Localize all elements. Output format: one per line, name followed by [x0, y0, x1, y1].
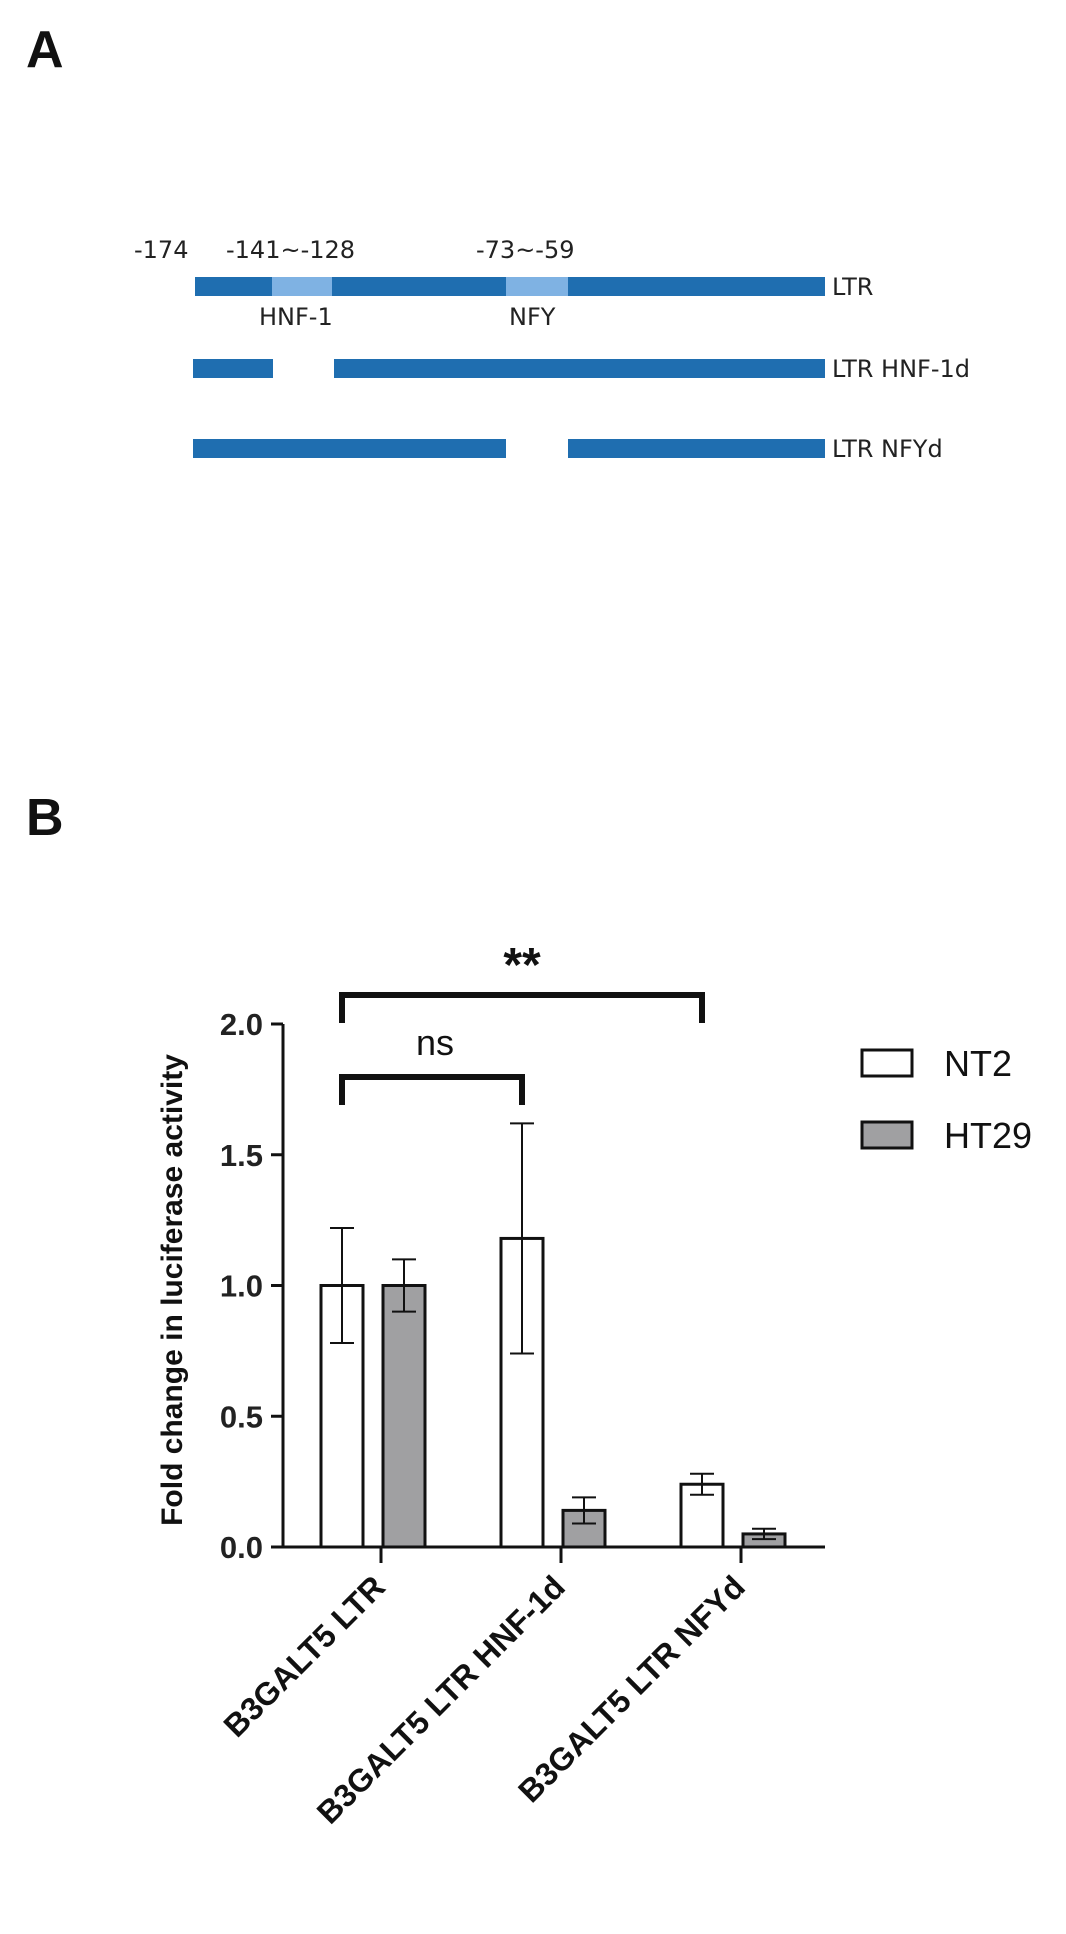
- significance-bracket-ltr-hnf1d: [339, 1074, 525, 1105]
- position-nfy-label: -73~-59: [476, 236, 575, 264]
- construct-label-ltr-nfyd: LTR NFYd: [832, 435, 943, 463]
- y-tick-label: 0.0: [220, 1530, 263, 1565]
- y-tick-label: 2.0: [220, 1007, 263, 1042]
- y-tick-label: 1.5: [220, 1138, 263, 1173]
- legend-swatch-nt2: [860, 1048, 914, 1078]
- legend-swatch-ht29: [860, 1120, 914, 1150]
- position-hnf1-label: -141~-128: [226, 236, 355, 264]
- site-label-hnf1: HNF-1: [259, 303, 333, 331]
- legend-label-nt2: NT2: [944, 1043, 1012, 1084]
- ltr-hnf1d-bar-right: [334, 359, 825, 378]
- luciferase-bar-chart: Fold change in luciferase activity 0.00.…: [156, 939, 1032, 1831]
- site-label-nfy: NFY: [509, 303, 556, 331]
- position-start-label: -174: [134, 236, 188, 264]
- ltr-nfyd-bar-left: [193, 439, 506, 458]
- significance-annotations: ** ns: [339, 939, 705, 1105]
- significance-bracket-ltr-nfyd: [339, 992, 705, 1023]
- nfy-site: [506, 277, 568, 296]
- y-tick-label: 1.0: [220, 1269, 263, 1304]
- x-category-label: B3GALT5 LTR: [216, 1568, 391, 1743]
- bar-ht29: [381, 1284, 427, 1549]
- ltr-nfyd-bar-right: [568, 439, 825, 458]
- panel-b-letter: B: [26, 789, 64, 847]
- panel-a-letter: A: [26, 21, 64, 79]
- significance-label-ltr-hnf1d: ns: [416, 1022, 454, 1063]
- construct-label-ltr-hnf1d: LTR HNF-1d: [832, 355, 970, 383]
- significance-label-ltr-nfyd: **: [503, 939, 541, 992]
- y-tick-label: 0.5: [220, 1399, 263, 1434]
- y-axis-title: Fold change in luciferase activity: [156, 1054, 189, 1526]
- construct-label-ltr: LTR: [832, 273, 873, 301]
- hnf1-site: [272, 277, 332, 296]
- ltr-hnf1d-bar-left: [193, 359, 273, 378]
- y-axis: 0.0 0.5 1.0 1.5 2.0: [220, 1007, 285, 1565]
- legend-label-ht29: HT29: [944, 1115, 1032, 1156]
- bar-ht29: [561, 1508, 607, 1549]
- ltr-construct-diagram: -174 -141~-128 -73~-59 LTR HNF-1 NFY LTR…: [134, 236, 970, 463]
- error-bars: [330, 1122, 776, 1541]
- legend: NT2 HT29: [860, 1043, 1032, 1156]
- bars: [319, 1236, 787, 1549]
